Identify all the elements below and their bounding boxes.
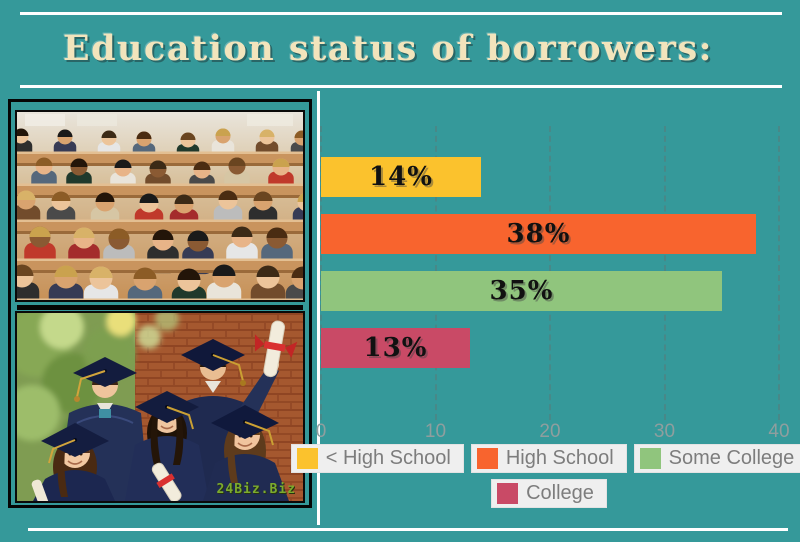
bar-value-label: 14%: [369, 162, 433, 192]
legend-label: College: [526, 482, 594, 504]
y-axis-line: [317, 91, 320, 525]
page-title: Education status of borrowers:: [62, 28, 714, 69]
legend-swatch: [476, 448, 498, 469]
legend-item---high-school: < High School: [290, 444, 464, 473]
graduates-scene: [17, 313, 303, 501]
graduate-middle: [125, 391, 209, 501]
graduate-front-right: [203, 405, 289, 501]
bar-value-label: 13%: [363, 333, 428, 363]
bar---high-school: 14%: [321, 157, 481, 197]
photo-separator: [17, 305, 303, 310]
legend-swatch: [639, 448, 661, 469]
legend-label: < High School: [325, 447, 451, 469]
legend-item-some-college: Some College: [633, 444, 800, 473]
graduate-front-left: [31, 423, 115, 501]
legend-row-2: College: [491, 479, 607, 508]
bar-value-label: 35%: [489, 276, 554, 306]
watermark-text: 24Biz.Biz: [216, 482, 296, 497]
graduates-photo: 24Biz.Biz: [15, 311, 305, 503]
legend-item-college: College: [491, 479, 607, 508]
students-crowd: [17, 128, 303, 300]
legend-swatch: [497, 483, 519, 504]
x-tick-label-20: 20: [539, 421, 561, 442]
bar-high-school: 38%: [321, 214, 756, 254]
legend-row-1: < High School High School Some College: [290, 444, 800, 473]
diploma-raised: [254, 320, 298, 378]
bar-value-label: 38%: [506, 219, 571, 249]
x-tick-label-0: 0: [315, 421, 327, 442]
bar-college: 13%: [321, 328, 470, 368]
legend-label: Some College: [668, 447, 795, 469]
top-divider-line: [20, 12, 782, 15]
chart-legend: < High School High School Some College Coll…: [290, 444, 800, 508]
x-tick-label-10: 10: [424, 421, 447, 442]
bar-some-college: 35%: [321, 271, 722, 311]
diploma-front: [151, 462, 182, 501]
legend-label: High School: [505, 447, 614, 469]
legend-item-high-school: High School: [470, 444, 627, 473]
x-tick-label-30: 30: [653, 421, 676, 442]
lecture-hall-scene: [17, 112, 303, 300]
lecture-hall-photo: [15, 110, 305, 302]
title-divider-line: [20, 85, 782, 88]
bottom-divider-line: [28, 528, 788, 531]
legend-swatch: [296, 448, 318, 469]
photos-frame: 24Biz.Biz: [8, 99, 312, 508]
grid-line-40: [778, 126, 780, 420]
x-tick-label-40: 40: [768, 421, 790, 442]
